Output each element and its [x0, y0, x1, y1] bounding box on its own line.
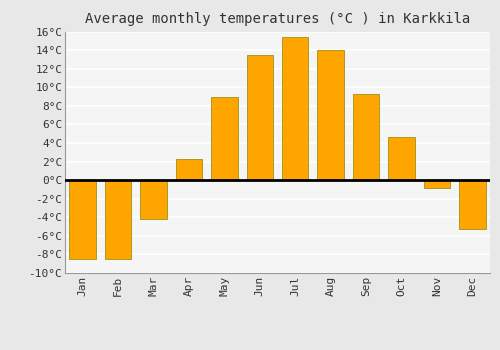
Bar: [70, 180, 96, 259]
Bar: [211, 97, 238, 180]
Bar: [282, 37, 308, 180]
Bar: [176, 159, 202, 180]
Bar: [459, 180, 485, 229]
Bar: [246, 55, 273, 180]
Bar: [140, 180, 167, 219]
Bar: [353, 94, 380, 180]
Bar: [318, 50, 344, 180]
Title: Average monthly temperatures (°C ) in Karkkila: Average monthly temperatures (°C ) in Ka…: [85, 12, 470, 26]
Bar: [388, 138, 414, 180]
Bar: [424, 180, 450, 188]
Bar: [105, 180, 132, 259]
